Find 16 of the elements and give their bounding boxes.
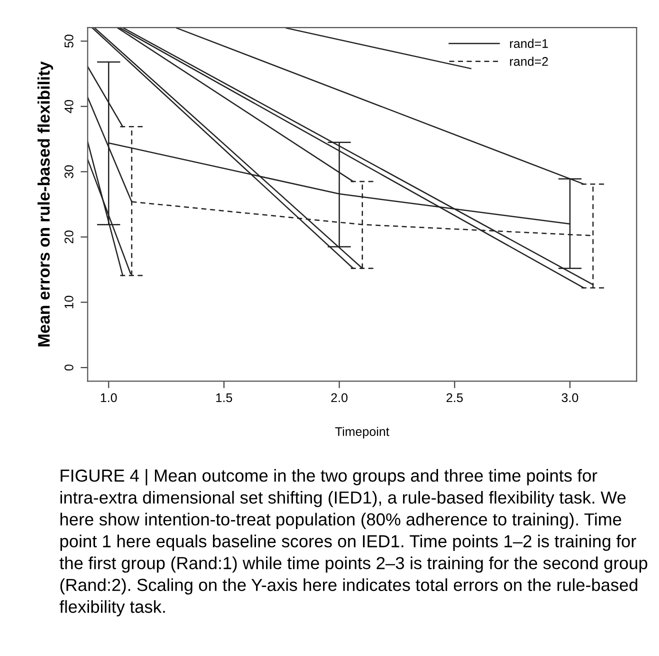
y-axis-title: Mean errors on rule-based flexibility bbox=[38, 61, 54, 346]
x-tick-label: 2.5 bbox=[446, 393, 463, 402]
x-tick-label: 1.0 bbox=[100, 393, 117, 402]
legend-label: rand=1 bbox=[510, 38, 548, 48]
y-tick-label: 50 bbox=[64, 34, 74, 48]
legend-label: rand=2 bbox=[510, 56, 548, 66]
x-tick-label: 3.0 bbox=[562, 393, 578, 402]
y-tick-label: 30 bbox=[64, 165, 74, 178]
x-tick-label: 1.5 bbox=[216, 393, 232, 402]
caption: FIGURE 4 | Mean outcome in the two groups and three time points for intra-extra dimensional set shifting (IED1), a rule-based flexibility task. We here show intention-to-treat population (80% adherence to training). Time point 1 here equals baseline scores on IED1. Time points 1–2 is training for the first group (Rand:1) while time points 2–3 is training for the second group (Rand:2). Scaling on the Y-axis here indicates total errors on the rule-based flexibility task. bbox=[60, 469, 648, 616]
y-tick-label: 20 bbox=[64, 230, 74, 244]
y-tick-label: 10 bbox=[64, 296, 74, 308]
x-tick-label: 2.0 bbox=[331, 393, 348, 402]
y-tick-label: 40 bbox=[64, 100, 74, 114]
x-axis-title: Timepoint bbox=[335, 426, 390, 438]
y-tick-label: 0 bbox=[64, 364, 74, 371]
